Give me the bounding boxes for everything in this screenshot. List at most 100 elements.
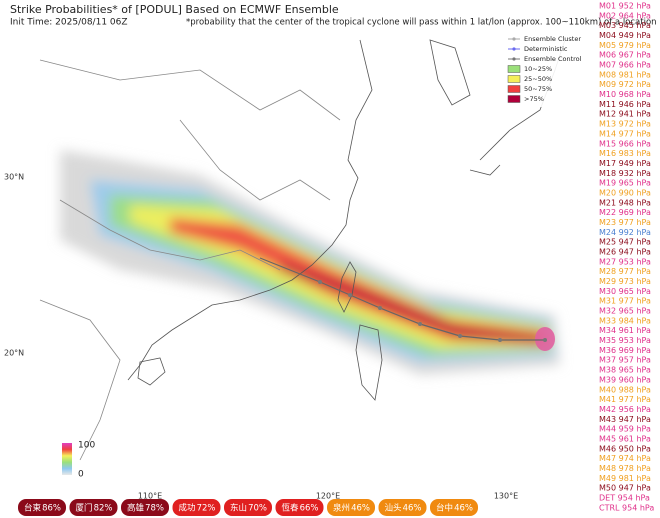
member-label: M19 965 hPa [599, 179, 651, 188]
member-label: M18 932 hPa [599, 169, 651, 178]
member-label: M08 981 hPa [599, 70, 651, 79]
city-prob: 86% [42, 504, 61, 514]
member-label: M02 964 hPa [599, 11, 651, 20]
member-label: M09 972 hPa [599, 80, 651, 89]
member-label: M28 977 hPa [599, 267, 651, 276]
city-pill [327, 499, 375, 516]
member-label: M45 961 hPa [599, 434, 651, 443]
member-label: M27 953 hPa [599, 257, 651, 266]
member-label: M07 966 hPa [599, 61, 651, 70]
colorbar: 100 0 [62, 441, 95, 480]
city-pill [121, 499, 169, 516]
member-label: M29 973 hPa [599, 277, 651, 286]
member-label: M21 948 hPa [599, 198, 651, 207]
legend-label: 10~25% [524, 65, 552, 73]
member-label: M17 949 hPa [599, 159, 651, 168]
city-pill [224, 499, 272, 516]
member-label: M33 984 hPa [599, 316, 651, 325]
member-label: M37 957 hPa [599, 356, 651, 365]
member-label: M31 977 hPa [599, 297, 651, 306]
member-label: M12 941 hPa [599, 110, 651, 119]
city-name: 汕头 [385, 503, 403, 514]
member-label: M04 949 hPa [599, 31, 651, 40]
city-pill [172, 499, 221, 516]
colorbar-min: 0 [78, 470, 84, 480]
city-prob: 46% [403, 504, 422, 514]
member-label: M25 947 hPa [599, 238, 651, 247]
member-label: M01 952 hPa [599, 2, 651, 11]
legend-label: >75% [524, 95, 544, 103]
legend-swatch [507, 85, 521, 93]
city-list: 台東 86% 厦门 82% 高雄 78% 成功 72% 东山 70% 恆春 66% 泉州 46% 汕头 46%… [18, 499, 478, 516]
member-label: M22 969 hPa [599, 208, 651, 217]
member-label: M41 977 hPa [599, 395, 651, 404]
member-label: M26 947 hPa [599, 248, 651, 257]
city-name: 东山 [230, 503, 247, 514]
member-label: M48 978 hPa [599, 464, 651, 473]
colorbar-ramp [62, 443, 72, 475]
legend-dot [512, 47, 516, 51]
legend-label: Ensemble Cluster [524, 35, 581, 43]
member-label: M40 988 hPa [599, 385, 651, 394]
member-label: M14 977 hPa [599, 129, 651, 138]
coastlines [39, 39, 566, 461]
city-prob: 46% [351, 504, 370, 514]
legend-label: 50~75% [524, 85, 552, 93]
member-label: M44 959 hPa [599, 425, 651, 434]
member-label: M30 965 hPa [599, 287, 651, 296]
member-label: M15 966 hPa [599, 139, 651, 148]
member-label: M49 981 hPa [599, 474, 651, 483]
city-name: 台中 [436, 503, 453, 514]
member-label: M36 969 hPa [599, 346, 651, 355]
member-label: M20 990 hPa [599, 188, 651, 197]
city-prob: 78% [145, 504, 164, 514]
member-label: M34 961 hPa [599, 326, 651, 335]
city-prob: 70% [248, 504, 267, 514]
title: Strike Probabilities* of [PODUL] Based o… [10, 3, 339, 16]
city-prob: 46% [454, 504, 473, 514]
legend-swatch [507, 95, 521, 103]
member-label: M03 945 hPa [599, 21, 651, 30]
legend-swatch [507, 65, 521, 73]
member-label: M06 967 hPa [599, 51, 651, 60]
member-label: CTRL 954 hPa [599, 503, 654, 512]
lon-label: 130°E [494, 492, 518, 501]
member-label: M13 972 hPa [599, 120, 651, 129]
city-prob: 66% [300, 504, 319, 514]
member-label: M24 992 hPa [599, 228, 651, 237]
lat-label: 20°N [4, 349, 24, 358]
member-label: M43 947 hPa [599, 415, 651, 424]
city-prob: 72% [197, 504, 216, 514]
member-label: M42 956 hPa [599, 405, 651, 414]
member-label: M50 947 hPa [599, 484, 651, 493]
legend: Ensemble Cluster Deterministic Ensemble Co… [505, 33, 590, 107]
lon-label: 120°E [316, 492, 340, 501]
legend-dot [512, 37, 516, 41]
legend-label: 25~50% [524, 75, 552, 83]
city-pill [275, 499, 324, 516]
city-name: 泉州 [333, 503, 350, 514]
city-name: 厦门 [76, 503, 93, 514]
legend-dot [512, 57, 516, 61]
city-name: 成功 [179, 503, 196, 514]
member-label: M39 960 hPa [599, 375, 651, 384]
probability-swath [60, 150, 560, 375]
member-label: M11 946 hPa [599, 100, 651, 109]
city-name: 台東 [24, 503, 42, 514]
legend-swatch [507, 75, 521, 83]
city-pill [69, 499, 118, 516]
member-label: M16 983 hPa [599, 149, 651, 158]
member-label: M10 968 hPa [599, 90, 651, 99]
init-time: Init Time: 2025/08/11 06Z [10, 18, 128, 28]
member-label: M23 977 hPa [599, 218, 651, 227]
legend-label: Deterministic [524, 45, 568, 53]
member-label: M35 953 hPa [599, 336, 651, 345]
member-label: M05 979 hPa [599, 41, 651, 50]
member-label: DET 954 hPa [599, 494, 650, 503]
city-pill [378, 499, 427, 516]
member-label: M38 965 hPa [599, 366, 651, 375]
lon-label: 110°E [138, 492, 162, 501]
note: *probability that the center of the trop… [186, 18, 657, 28]
